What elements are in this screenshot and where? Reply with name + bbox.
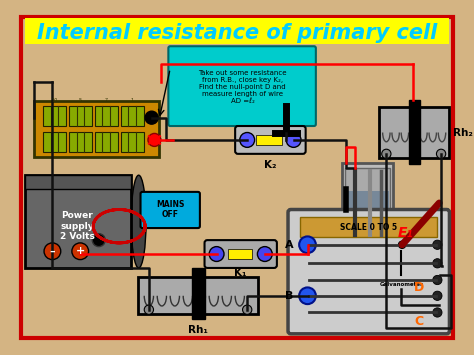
- FancyBboxPatch shape: [140, 192, 200, 228]
- Bar: [95, 132, 118, 152]
- Text: D: D: [414, 281, 424, 294]
- Circle shape: [382, 149, 391, 158]
- Circle shape: [399, 241, 406, 248]
- Text: K₂: K₂: [264, 160, 277, 170]
- Text: 1: 1: [131, 98, 134, 103]
- Circle shape: [144, 305, 154, 314]
- Circle shape: [433, 291, 442, 300]
- Text: C: C: [414, 315, 423, 328]
- Text: B: B: [285, 291, 293, 301]
- Bar: [25, 18, 449, 44]
- Bar: [342, 163, 393, 247]
- Circle shape: [257, 247, 272, 261]
- Circle shape: [433, 240, 442, 250]
- Circle shape: [299, 288, 316, 304]
- Circle shape: [243, 305, 252, 314]
- Text: 10: 10: [51, 98, 57, 103]
- Text: –: –: [50, 246, 55, 256]
- Bar: [121, 132, 144, 152]
- Circle shape: [433, 308, 442, 317]
- Text: Take out some resistance
from R.B., close key K₂,
Find the null-point D and
meas: Take out some resistance from R.B., clos…: [198, 70, 287, 104]
- Text: K₁: K₁: [235, 268, 247, 278]
- Ellipse shape: [131, 175, 146, 268]
- Text: SCALE 0 TO 5: SCALE 0 TO 5: [340, 223, 397, 231]
- Bar: [346, 191, 389, 241]
- Circle shape: [286, 132, 301, 147]
- Circle shape: [433, 275, 442, 285]
- Bar: [409, 100, 420, 164]
- Bar: [95, 105, 118, 126]
- Circle shape: [148, 133, 161, 146]
- Text: Rh₂: Rh₂: [453, 127, 473, 137]
- Text: Rh₁: Rh₁: [188, 326, 208, 335]
- Bar: [192, 268, 205, 319]
- Bar: [25, 175, 131, 268]
- Bar: [69, 132, 92, 152]
- Circle shape: [145, 111, 158, 124]
- Bar: [300, 217, 438, 237]
- Bar: [43, 105, 66, 126]
- Bar: [69, 105, 92, 126]
- Circle shape: [240, 132, 255, 147]
- Text: +: +: [75, 246, 85, 256]
- Text: Power
supply
2 Volts: Power supply 2 Volts: [60, 211, 95, 241]
- Bar: [228, 250, 252, 259]
- Text: 5: 5: [79, 98, 82, 103]
- Circle shape: [437, 149, 446, 158]
- Circle shape: [72, 243, 89, 260]
- Bar: [43, 132, 66, 152]
- Bar: [379, 108, 448, 158]
- Text: E₁: E₁: [398, 226, 413, 240]
- Bar: [121, 105, 144, 126]
- Circle shape: [299, 236, 316, 253]
- Bar: [34, 101, 159, 157]
- Text: MAINS
OFF: MAINS OFF: [156, 200, 184, 219]
- Bar: [138, 277, 258, 314]
- Circle shape: [44, 243, 61, 260]
- Circle shape: [209, 247, 224, 261]
- FancyBboxPatch shape: [235, 126, 306, 154]
- FancyBboxPatch shape: [205, 240, 277, 268]
- FancyBboxPatch shape: [168, 46, 316, 126]
- Circle shape: [433, 259, 442, 268]
- Bar: [25, 175, 131, 189]
- Text: Galvanometer: Galvanometer: [379, 282, 423, 286]
- Bar: [256, 135, 283, 144]
- Bar: [360, 215, 442, 289]
- Bar: [365, 220, 438, 285]
- Circle shape: [398, 272, 405, 279]
- Text: A: A: [285, 240, 293, 250]
- Circle shape: [92, 234, 105, 247]
- FancyBboxPatch shape: [288, 209, 449, 334]
- Text: 7: 7: [105, 98, 108, 103]
- Bar: [345, 168, 390, 242]
- Text: Internal resistance of primary cell: Internal resistance of primary cell: [37, 23, 437, 43]
